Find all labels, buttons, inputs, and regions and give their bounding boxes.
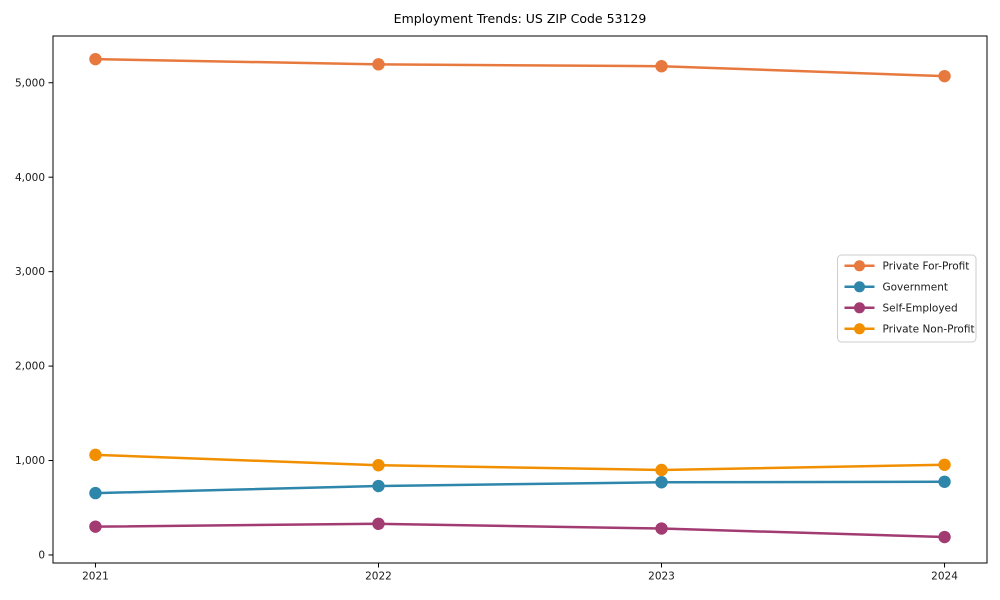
y-tick-label: 1,000 — [15, 455, 45, 467]
data-point-private-for-profit-2024 — [938, 69, 951, 83]
data-point-private-non-profit-2024 — [938, 458, 951, 471]
data-point-private-non-profit-2021 — [89, 448, 102, 462]
y-tick-label: 2,000 — [15, 361, 45, 373]
series-line-government — [95, 480, 945, 495]
data-point-government-2022 — [372, 479, 385, 493]
legend-sample-marker — [854, 281, 865, 293]
legend-sample-marker — [854, 302, 865, 314]
x-tick-label: 2024 — [931, 571, 958, 583]
data-point-government-2024 — [938, 475, 951, 488]
data-point-self-employed-2022 — [372, 517, 385, 531]
x-tick-label: 2021 — [82, 571, 109, 583]
series-line-private-for-profit — [95, 57, 945, 78]
x-tick-label: 2023 — [648, 571, 675, 583]
data-point-government-2023 — [655, 476, 668, 489]
data-point-self-employed-2023 — [655, 522, 668, 535]
series-line-private-non-profit — [95, 453, 945, 472]
legend-sample-marker — [854, 323, 865, 335]
data-point-private-non-profit-2023 — [655, 463, 668, 477]
legend-label: Government — [883, 282, 948, 294]
chart-title: Employment Trends: US ZIP Code 53129 — [393, 11, 647, 26]
data-point-self-employed-2024 — [938, 530, 951, 544]
data-point-private-for-profit-2022 — [372, 58, 385, 71]
y-tick-label: 0 — [38, 550, 45, 562]
axes-frame — [52, 35, 988, 564]
legend-label: Private For-Profit — [883, 261, 970, 273]
legend-box — [837, 254, 977, 343]
data-point-government-2021 — [89, 486, 102, 500]
data-point-private-non-profit-2022 — [372, 459, 385, 472]
legend-label: Self-Employed — [883, 303, 958, 315]
data-point-self-employed-2021 — [89, 520, 102, 533]
x-tick-label: 2022 — [365, 571, 392, 583]
y-tick-label: 4,000 — [15, 172, 45, 184]
data-point-private-for-profit-2021 — [89, 52, 102, 66]
series-line-self-employed — [95, 522, 945, 539]
data-point-private-for-profit-2023 — [655, 60, 668, 73]
y-tick-label: 3,000 — [15, 266, 45, 278]
legend-sample-marker — [854, 260, 865, 272]
y-tick-label: 5,000 — [15, 77, 45, 89]
legend-label: Private Non-Profit — [883, 324, 975, 336]
